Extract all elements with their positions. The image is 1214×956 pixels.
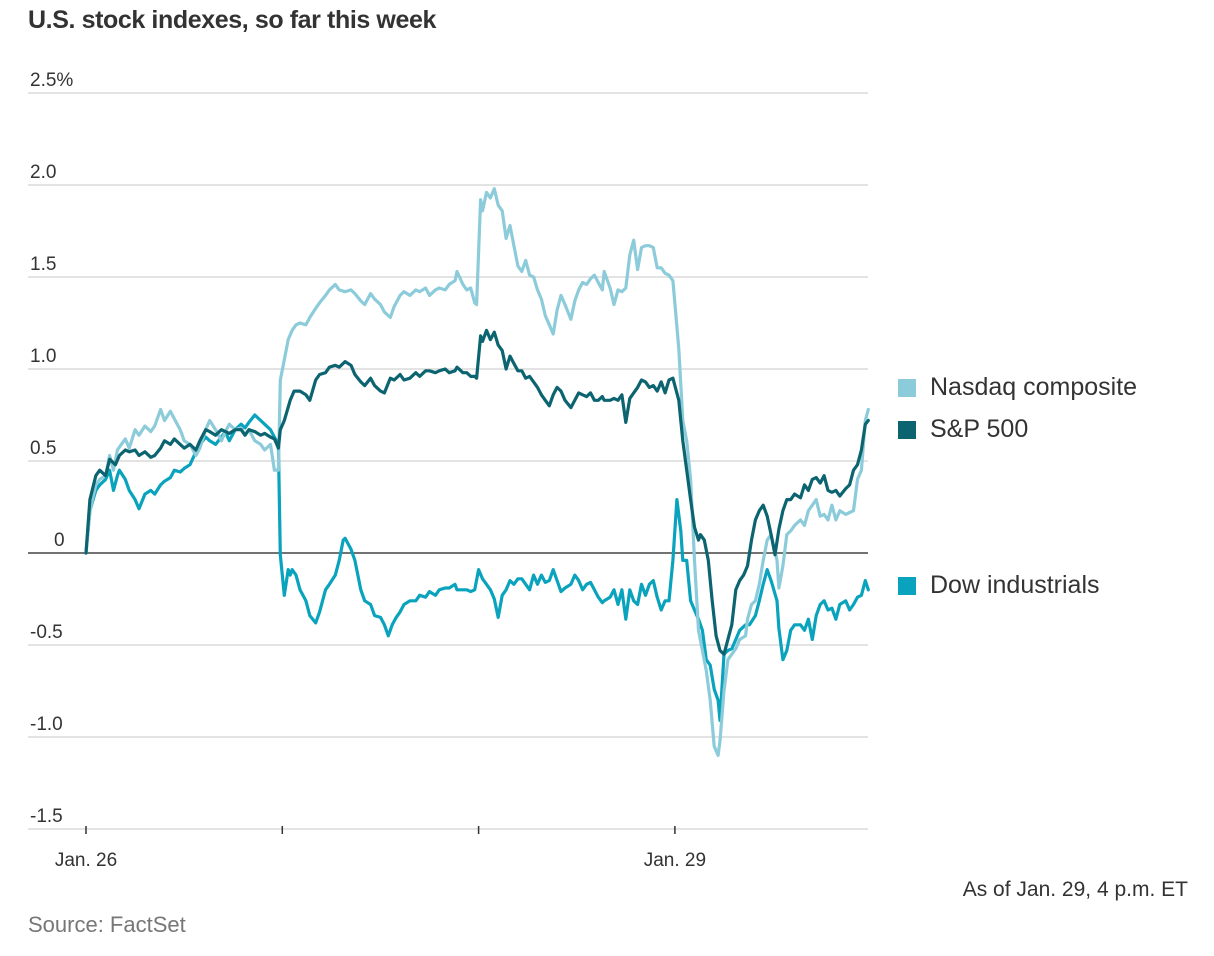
timestamp-note: As of Jan. 29, 4 p.m. ET (962, 878, 1188, 901)
legend-label-dow: Dow industrials (930, 571, 1100, 599)
y-tick-label: -1.5 (30, 806, 63, 827)
legend-item-nasdaq: Nasdaq composite (898, 373, 1137, 402)
gridlines (28, 92, 868, 830)
y-tick-label: 2.0 (30, 162, 56, 183)
x-tick-label: Jan. 29 (644, 850, 706, 871)
legend-item-dow: Dow industrials (898, 571, 1100, 600)
source-note: Source: FactSet (28, 912, 186, 937)
y-tick-label: 0.5 (30, 438, 56, 459)
legend-item-sp500: S&P 500 (898, 415, 1028, 444)
sp500-line (84, 328, 870, 656)
y-tick-label: 1.0 (30, 346, 56, 367)
y-tick-label: 0 (54, 530, 65, 551)
x-tick-label: Jan. 26 (55, 850, 117, 871)
y-tick-label: -1.0 (30, 714, 63, 735)
y-tick-label: -0.5 (30, 622, 63, 643)
y-tick-label: 1.5 (30, 254, 56, 275)
dow-line (84, 413, 870, 722)
x-axis: Jan. 26 Jan. 29 (55, 826, 706, 871)
legend-swatch-nasdaq (898, 378, 916, 397)
legend-swatch-sp500 (898, 420, 916, 439)
y-axis-labels: 2.5% 2.0 1.5 1.0 0.5 0 -0.5 -1.0 -1.5 (30, 70, 73, 827)
legend-label-nasdaq: Nasdaq composite (930, 373, 1138, 401)
y-tick-label: 2.5% (30, 70, 73, 91)
series-lines (84, 187, 870, 757)
legend-label-sp500: S&P 500 (930, 415, 1029, 443)
nasdaq-line (84, 187, 870, 757)
chart-title: U.S. stock indexes, so far this week (28, 6, 436, 34)
legend-swatch-dow (898, 576, 916, 595)
